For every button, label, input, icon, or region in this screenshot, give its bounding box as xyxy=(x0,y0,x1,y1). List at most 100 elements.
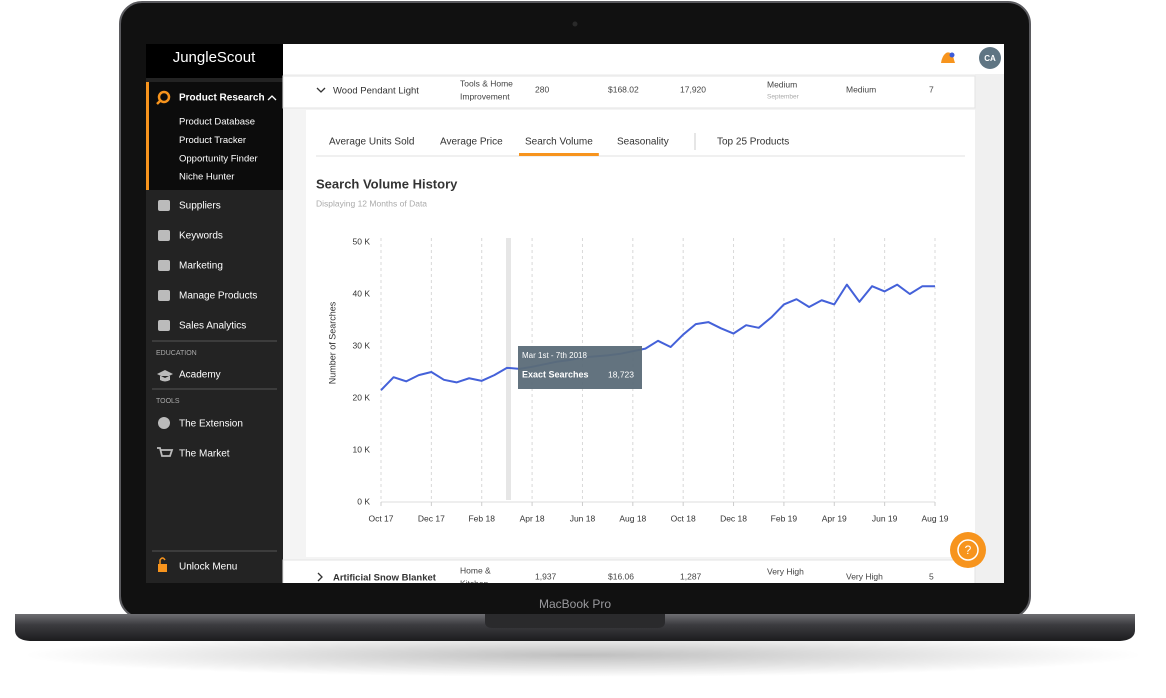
logo: JungleScout xyxy=(173,49,256,66)
x-tick-label: Apr 18 xyxy=(520,513,545,523)
chart-subtitle: Displaying 12 Months of Data xyxy=(316,198,427,208)
cell: $16.06 xyxy=(608,571,634,581)
cell: Wood Pendant Light xyxy=(333,86,419,97)
lock-icon xyxy=(159,557,166,564)
x-tick-label: Feb 19 xyxy=(771,513,798,523)
cell: Improvement xyxy=(460,91,510,101)
menu-icon xyxy=(158,320,170,331)
tab[interactable]: Seasonality xyxy=(617,137,669,148)
x-tick-label: Oct 18 xyxy=(671,513,696,523)
top-bar xyxy=(283,44,1004,74)
section-heading: TOOLS xyxy=(156,398,180,405)
y-tick-label: 10 K xyxy=(353,444,371,454)
cell: Very High xyxy=(767,566,804,576)
cell: Medium xyxy=(767,79,797,89)
y-tick-label: 0 K xyxy=(357,496,370,506)
tooltip-box xyxy=(518,346,642,389)
cell-note: September xyxy=(767,94,800,101)
cell: Tools & Home xyxy=(460,78,513,88)
cell: 280 xyxy=(535,84,549,94)
menu-item[interactable]: The Market xyxy=(179,449,230,460)
tab[interactable]: Average Price xyxy=(440,137,503,148)
x-tick-label: Jun 19 xyxy=(872,513,898,523)
search-icon xyxy=(156,100,161,105)
section-heading: EDUCATION xyxy=(156,350,197,357)
x-tick-label: Aug 19 xyxy=(922,513,949,523)
x-tick-label: Feb 18 xyxy=(468,513,495,523)
tooltip-date: Mar 1st - 7th 2018 xyxy=(522,351,587,360)
laptop-label: MacBook Pro xyxy=(539,597,611,611)
shadow xyxy=(23,633,1143,677)
cell: 1,937 xyxy=(535,571,557,581)
submenu-item[interactable]: Opportunity Finder xyxy=(179,153,258,164)
chevron xyxy=(316,87,326,93)
menu-item[interactable]: Suppliers xyxy=(179,201,221,212)
lock-icon xyxy=(158,564,167,572)
screen: JungleScout Product Research Product Dat… xyxy=(146,44,1004,590)
cell: Artificial Snow Blanket xyxy=(333,573,437,584)
submenu-item[interactable]: Product Tracker xyxy=(179,135,246,146)
extension-icon xyxy=(158,417,170,429)
active-border xyxy=(146,82,149,190)
notification-dot xyxy=(949,52,955,58)
tab-underline xyxy=(519,153,599,156)
x-tick-label: Jun 18 xyxy=(570,513,596,523)
tooltip-label: Exact Searches xyxy=(522,369,589,379)
notch xyxy=(485,614,665,628)
y-tick-label: 40 K xyxy=(353,288,371,298)
search-icon xyxy=(157,90,171,104)
y-tick-label: 20 K xyxy=(353,392,371,402)
menu-icon xyxy=(158,260,170,271)
menu-item[interactable]: The Extension xyxy=(179,419,243,430)
chart-card xyxy=(306,110,975,557)
menu-icon xyxy=(158,230,170,241)
academy-icon xyxy=(157,370,173,382)
y-tick-label: 50 K xyxy=(353,236,371,246)
chart-title: Search Volume History xyxy=(316,176,458,191)
x-tick-label: Dec 17 xyxy=(418,513,445,523)
cell: $168.02 xyxy=(608,84,639,94)
x-tick-label: Aug 18 xyxy=(619,513,646,523)
cell: Very High xyxy=(846,571,883,581)
submenu-item[interactable]: Product Database xyxy=(179,117,255,128)
menu-icon xyxy=(158,200,170,211)
menu-item[interactable]: Product Research xyxy=(179,93,265,104)
cell: 1,287 xyxy=(680,571,702,581)
menu-item[interactable]: Marketing xyxy=(179,261,223,272)
logo-bar xyxy=(146,44,283,78)
table-row[interactable] xyxy=(282,559,976,590)
menu-item[interactable]: Unlock Menu xyxy=(179,562,237,573)
avatar[interactable] xyxy=(979,47,1001,69)
help-ring xyxy=(957,539,979,561)
cell: Medium xyxy=(846,84,876,94)
chevron xyxy=(267,95,277,101)
chevron xyxy=(317,572,323,582)
cell: 5 xyxy=(929,571,934,581)
menu-item[interactable]: Keywords xyxy=(179,231,223,242)
x-tick-label: Apr 19 xyxy=(822,513,847,523)
submenu-item[interactable]: Niche Hunter xyxy=(179,172,234,183)
menu-item[interactable]: Manage Products xyxy=(179,291,257,302)
x-tick-label: Oct 17 xyxy=(368,513,393,523)
cell: Kitchen xyxy=(460,578,489,588)
tab[interactable]: Top 25 Products xyxy=(717,137,789,148)
scrollbar xyxy=(975,74,1004,583)
cart-icon xyxy=(157,447,174,457)
menu-icon xyxy=(158,290,170,301)
tab[interactable]: Average Units Sold xyxy=(329,137,414,148)
cell: Home & xyxy=(460,565,491,575)
help-icon: ? xyxy=(965,543,972,557)
hover-line xyxy=(506,238,511,500)
menu-item[interactable]: Sales Analytics xyxy=(179,321,246,332)
avatar-initials: CA xyxy=(984,54,996,63)
cell: 17,920 xyxy=(680,84,706,94)
tab[interactable]: Search Volume xyxy=(525,137,593,148)
data-line xyxy=(380,283,935,391)
table-row[interactable] xyxy=(282,75,976,109)
camera xyxy=(572,21,578,27)
menu-item[interactable]: Academy xyxy=(179,370,221,381)
y-tick-label: 30 K xyxy=(353,340,371,350)
x-tick-label: Dec 18 xyxy=(720,513,747,523)
help-button[interactable] xyxy=(950,532,986,568)
